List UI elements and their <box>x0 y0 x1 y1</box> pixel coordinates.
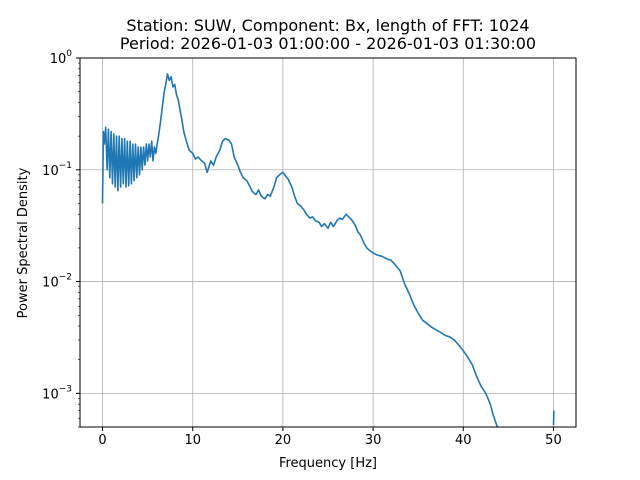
y-tick-exponent: −1 <box>59 161 72 171</box>
y-tick-exponent: 0 <box>66 49 72 59</box>
chart-subtitle: Period: 2026-01-03 01:00:00 - 2026-01-03… <box>120 34 536 53</box>
y-tick-base: 10 <box>42 164 59 179</box>
psd-series-line <box>101 73 499 427</box>
x-tick-label: 30 <box>365 433 382 448</box>
y-tick-label: 100 <box>50 49 73 67</box>
grid <box>80 58 576 427</box>
y-tick-label: 10−1 <box>42 161 72 179</box>
y-tick-exponent: −3 <box>59 384 72 394</box>
y-tick-base: 10 <box>42 387 59 402</box>
x-tick-label: 50 <box>545 433 562 448</box>
y-tick-base: 10 <box>42 276 59 291</box>
y-axis-label: Power Spectral Density <box>16 167 31 318</box>
x-axis-label: Frequency [Hz] <box>279 456 377 471</box>
chart-title: Station: SUW, Component: Bx, length of F… <box>126 16 529 35</box>
y-tick-exponent: −2 <box>59 273 72 283</box>
x-tick-label: 10 <box>184 433 201 448</box>
y-tick-label: 10−3 <box>42 384 72 402</box>
y-tick-label: 10−2 <box>42 273 72 291</box>
x-tick-label: 40 <box>455 433 472 448</box>
plot-frame <box>79 57 577 428</box>
series-layer <box>101 73 555 427</box>
y-tick-base: 10 <box>50 52 67 67</box>
x-tick-label: 0 <box>98 433 106 448</box>
x-tick-label: 20 <box>275 433 292 448</box>
